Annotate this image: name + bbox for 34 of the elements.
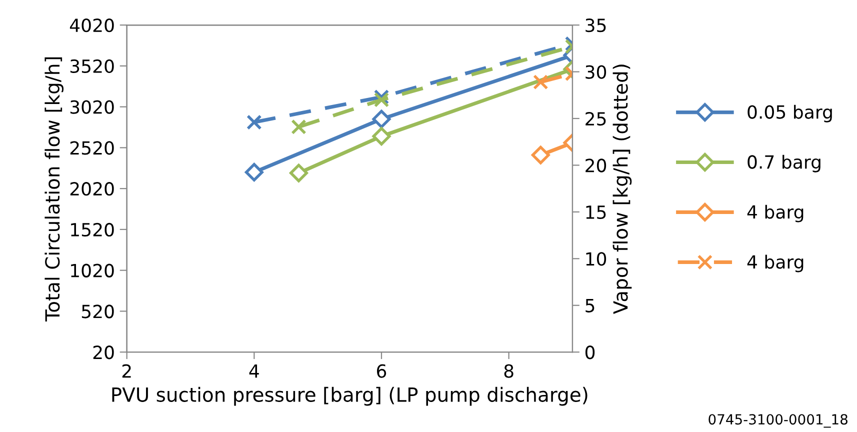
y-tick-label: 2520 — [70, 141, 114, 155]
y2-tick-label: 15 — [586, 206, 606, 220]
y-tick-label: 4020 — [70, 18, 114, 32]
legend-label: 0.7 barg — [748, 154, 820, 172]
y2-tick-label: 25 — [586, 112, 606, 126]
y-tick-label: 2020 — [70, 182, 114, 196]
y2-tick-label: 0 — [585, 346, 595, 360]
y-tick-label: 520 — [82, 304, 114, 318]
point — [289, 164, 308, 182]
x-axis-title: PVU suction pressure [barg] (LP pump discharge) — [112, 386, 588, 406]
x-tick-label: 4 — [249, 364, 259, 378]
point — [246, 114, 262, 130]
legend-label: 0.05 barg — [748, 104, 832, 122]
y2-tick-label: 10 — [586, 252, 606, 266]
point — [244, 162, 264, 182]
legend-label: 4 barg — [747, 254, 804, 272]
point — [291, 119, 306, 135]
y-tick-label: 3020 — [70, 100, 114, 114]
y2-tick-label: 5 — [586, 299, 594, 312]
y2-axis-title: Vapor flow [kg/h] (dotted) — [612, 64, 632, 314]
y2-tick-label: 30 — [586, 65, 606, 79]
y-tick-label: 1020 — [71, 264, 114, 278]
y-axis-title: Total Circulation flow [kg/h] — [44, 57, 64, 322]
x-tick-label: 2 — [122, 364, 131, 378]
text: 0745-3100-0001_18 — [708, 414, 848, 428]
y-tick-label: 3520 — [70, 59, 114, 74]
point — [374, 92, 390, 108]
x-tick-label: 8 — [504, 364, 514, 378]
x-tick-label: 6 — [377, 364, 386, 378]
y-tick-label: 20 — [93, 346, 114, 360]
legend-label: 4 barg — [747, 204, 804, 222]
y2-tick-label: 35 — [586, 18, 606, 32]
y-tick-label: 1520 — [71, 222, 114, 237]
y2-tick-label: 20 — [586, 158, 606, 172]
